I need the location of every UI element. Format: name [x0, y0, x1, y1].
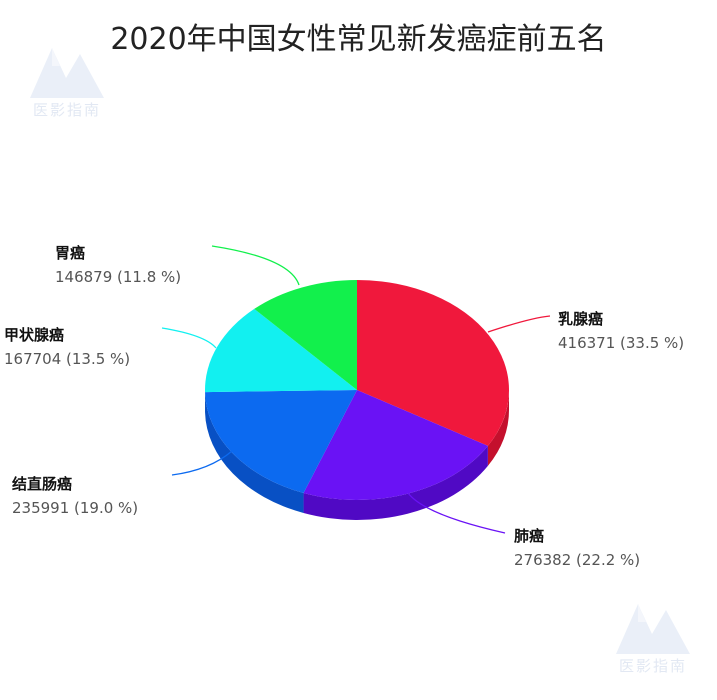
watermark-logo-bottom-right: 医影指南 — [608, 596, 698, 676]
watermark-mountain-icon — [30, 48, 104, 98]
pie-slice-3[interactable] — [205, 390, 357, 493]
pie-labels: 乳腺癌 416371 (33.5 %) 肺癌 276382 (22.2 %) 结直肠癌 2… — [4, 244, 684, 569]
slice-label-name: 胃癌 — [55, 244, 85, 262]
slice-label-name: 肺癌 — [514, 527, 544, 545]
slice-label-value: 235991 (19.0 %) — [12, 499, 138, 517]
watermark-text: 医影指南 — [32, 101, 101, 119]
leader-line-5 — [211, 245, 300, 286]
pie-side-1 — [487, 390, 509, 466]
slice-label-name: 结直肠癌 — [12, 475, 72, 493]
leader-line-3 — [171, 450, 233, 476]
slice-label-value: 167704 (13.5 %) — [4, 350, 130, 368]
pie-sides — [205, 390, 509, 520]
leader-line-4 — [161, 327, 217, 349]
pie-slice-1[interactable] — [357, 280, 510, 446]
watermark-logo-top-left: 医影指南 — [22, 40, 112, 120]
slice-label-name: 甲状腺癌 — [4, 326, 64, 344]
slice-label-name: 乳腺癌 — [558, 310, 603, 328]
slice-label-value: 146879 (11.8 %) — [55, 268, 181, 286]
pie-side-2 — [303, 445, 488, 520]
watermark-text: 医影指南 — [618, 657, 687, 675]
pie-side-3 — [205, 392, 304, 513]
slice-label-value: 416371 (33.5 %) — [558, 334, 684, 352]
pie-slice-4[interactable] — [205, 308, 357, 393]
pie-slices — [205, 280, 510, 500]
slice-label-value: 276382 (22.2 %) — [514, 551, 640, 569]
pie-slice-5[interactable] — [254, 280, 357, 390]
watermark-mountain-icon — [616, 604, 690, 654]
leader-line-1 — [487, 315, 551, 333]
leader-line-2 — [407, 492, 506, 534]
chart-title: 2020年中国女性常见新发癌症前五名 — [110, 22, 607, 57]
pie-slice-2[interactable] — [303, 390, 488, 500]
